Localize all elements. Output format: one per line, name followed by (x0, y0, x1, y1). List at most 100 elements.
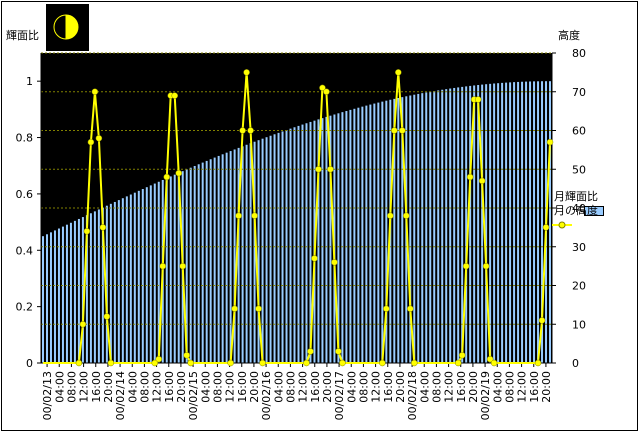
altitude-marker (311, 255, 318, 262)
altitude-marker (83, 228, 91, 235)
illumination-bar (369, 104, 372, 364)
illumination-bar (193, 165, 196, 363)
altitude-marker (247, 127, 254, 134)
illumination-bar (429, 91, 432, 363)
x-tick-label: 04:00 (272, 371, 285, 403)
legend-label-altitude: 月の高度 (554, 204, 598, 217)
x-tick-label: 12:00 (370, 371, 383, 403)
illumination-bar (413, 94, 416, 363)
altitude-marker (95, 135, 103, 142)
illumination-bar (77, 218, 80, 363)
altitude-marker (99, 224, 107, 231)
x-tick-label: 04:00 (199, 371, 212, 403)
illumination-bar (157, 181, 160, 363)
altitude-marker (339, 359, 346, 367)
x-tick-label: 16:00 (309, 371, 322, 403)
illumination-bar (117, 200, 120, 363)
altitude-marker (478, 177, 486, 185)
right-tick-label: 50 (572, 163, 586, 176)
illumination-bar (533, 81, 536, 364)
altitude-marker (474, 96, 482, 103)
illumination-bar (153, 183, 156, 363)
illumination-bar (169, 176, 172, 363)
illumination-bar (213, 157, 216, 363)
altitude-marker (379, 359, 386, 367)
illumination-bar (257, 140, 260, 363)
altitude-marker (466, 173, 474, 181)
legend-label-illumination: 月輝面比 (554, 190, 598, 203)
illumination-bar (289, 128, 292, 363)
altitude-marker (175, 169, 182, 177)
legend: 月輝面比 月の高度 (552, 190, 612, 232)
legend-marker-row (552, 218, 612, 232)
altitude-marker (383, 305, 390, 312)
altitude-marker (391, 127, 398, 134)
x-tick-label: 20:00 (175, 371, 188, 403)
altitude-marker (255, 305, 262, 312)
left-tick-label: 0.4 (16, 244, 34, 257)
altitude-marker (79, 321, 87, 328)
x-tick-label: 04:00 (126, 371, 139, 403)
illumination-bar (489, 83, 492, 364)
altitude-marker (490, 359, 498, 367)
altitude-marker (107, 359, 115, 367)
illumination-bar (525, 81, 528, 364)
illumination-bar (173, 174, 176, 363)
x-tick-label: 00/02/17 (333, 371, 346, 420)
x-tick-label: 00/02/15 (187, 371, 200, 420)
illumination-bar (345, 111, 348, 363)
illumination-bar (73, 220, 76, 363)
illumination-bar (53, 230, 56, 363)
altitude-marker (103, 313, 111, 320)
illumination-bar (189, 167, 192, 363)
altitude-marker (231, 305, 238, 312)
right-tick-label: 80 (572, 47, 586, 60)
illumination-bar (325, 116, 328, 363)
legend-marker-altitude (552, 221, 572, 229)
illumination-bar (137, 190, 140, 363)
altitude-marker (454, 359, 462, 367)
illumination-bar (377, 102, 380, 363)
x-tick-label: 16:00 (528, 371, 541, 403)
altitude-marker (307, 348, 314, 355)
x-tick-label: 08:00 (503, 371, 516, 403)
x-tick-label: 16:00 (163, 371, 176, 403)
illumination-bar (341, 112, 344, 363)
altitude-marker (243, 69, 250, 76)
altitude-marker (319, 84, 326, 92)
illumination-bar (41, 236, 44, 363)
illumination-bar (217, 155, 220, 363)
x-tick-label: 20:00 (321, 371, 334, 403)
x-tick-label: 04:00 (418, 371, 431, 403)
illumination-bar (349, 109, 352, 363)
illumination-bar (401, 97, 404, 364)
altitude-marker (303, 359, 310, 367)
altitude-marker (75, 359, 83, 367)
x-tick-label: 20:00 (102, 371, 115, 403)
illumination-bar (165, 178, 168, 363)
illumination-bar (453, 87, 456, 363)
illumination-bar (233, 149, 236, 363)
x-tick-label: 12:00 (224, 371, 237, 403)
altitude-marker (327, 166, 334, 173)
altitude-marker (486, 355, 494, 363)
illumination-bar (477, 85, 480, 363)
left-tick-label: 0.2 (16, 301, 34, 314)
illumination-bar (517, 81, 520, 364)
illumination-bar (277, 132, 280, 363)
illumination-bar (425, 92, 428, 363)
illumination-bar (85, 215, 88, 363)
illumination-bar (133, 192, 136, 363)
altitude-marker (323, 88, 330, 95)
altitude-marker (151, 359, 159, 367)
illumination-bar (125, 196, 128, 363)
illumination-bar (529, 81, 532, 363)
left-tick-label: 0.6 (16, 188, 34, 201)
right-tick-label: 20 (572, 280, 586, 293)
left-axis-label: 輝面比 (6, 29, 39, 42)
left-tick-label: 0 (26, 357, 33, 370)
illumination-bar (549, 81, 552, 363)
x-tick-label: 16:00 (382, 371, 395, 403)
x-tick-label: 16:00 (90, 371, 103, 403)
